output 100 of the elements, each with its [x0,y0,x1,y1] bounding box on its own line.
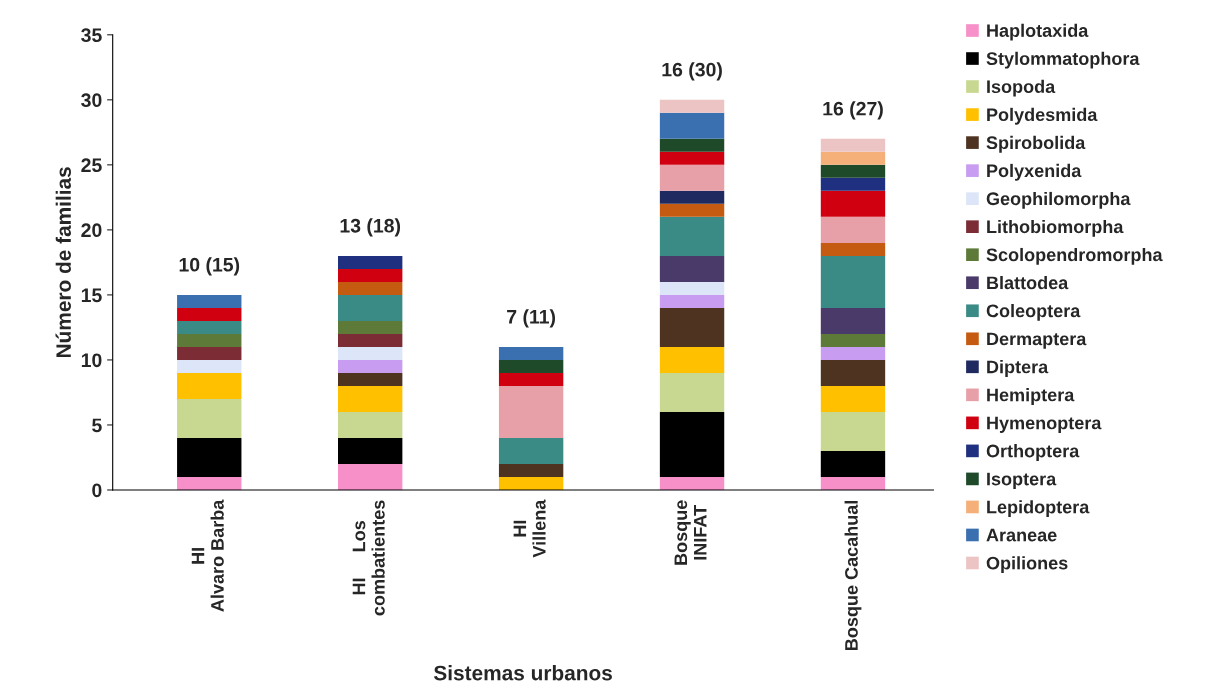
bar [659,372,725,412]
annotation: 10 (15) [179,257,240,276]
legend-label: Isopoda [987,79,1056,97]
bar [820,333,886,347]
bar [820,138,886,152]
annotation: 13 (18) [340,218,401,237]
legend-label: Scolopendromorpha [986,247,1163,265]
bar [659,190,725,204]
bar [659,281,725,295]
bar [659,255,725,282]
bar [820,411,886,451]
legend-label: Orthoptera [986,444,1080,461]
annotation: 16 (30) [662,62,722,81]
bar [338,281,403,295]
legend-label: Geophilomorpha [986,191,1131,209]
x-tick-label: HI Alvaro Barba [191,499,224,612]
bar [498,346,564,360]
bar [498,476,564,490]
bar [659,476,725,490]
bar [820,190,886,217]
legend-label: Dermaptera [987,332,1087,349]
legend-label: Polydesmida [987,107,1098,125]
bar [338,437,403,464]
bar [177,346,242,360]
bar [659,112,725,139]
bar [338,333,403,347]
bar [338,359,403,373]
bar [338,463,403,490]
x-axis-title: Sistemas urbanos [433,665,612,681]
legend-label: Coleoptera [986,304,1081,321]
bar [338,385,403,412]
bar [659,203,725,217]
legend-label: Araneae [986,528,1057,542]
legend-label: Spirobolida [986,135,1086,153]
bar [177,437,242,477]
bar [177,398,242,438]
legend-label: Haplotaxida [987,23,1089,41]
legend-label: Lepidoptera [987,500,1090,518]
bar [659,346,725,373]
bar [820,359,886,386]
bar [820,307,886,334]
bar [659,411,725,477]
bar [498,437,564,464]
bar [820,177,886,191]
x-tick-label: Bosque INIFAT [674,500,707,565]
bar [659,151,725,165]
x-tick-label: Bosque Cacahual [844,500,862,650]
bar [820,255,886,308]
y-tick-label: 20 [81,223,102,238]
bar [338,268,403,282]
bar [338,255,403,269]
bar [177,307,242,321]
x-tick-label: HI Villena [513,499,546,558]
bar [177,333,242,347]
bar [659,307,725,347]
legend-label: Lithobiomorpha [987,219,1124,237]
y-tick-label: 15 [81,288,102,303]
bar [338,320,403,334]
bar [820,164,886,178]
bar [338,294,403,321]
bar [498,372,564,386]
bar [177,359,242,373]
y-tick-label: 30 [81,93,102,108]
bar [659,99,725,113]
y-tick-label: 5 [92,418,102,433]
y-axis-title: Número de familias [55,167,71,358]
legend-label: Hymenoptera [987,416,1102,433]
legend-label: Polyxenida [987,163,1082,181]
bar [498,359,564,373]
legend-label: Diptera [987,360,1049,377]
legend-label: Blattodea [987,275,1069,290]
bar [820,385,886,412]
bar [338,372,403,386]
bar [659,216,725,256]
bar [659,294,725,308]
legend-label: Isoptera [987,472,1057,489]
x-tick-label: HI Los combatientes [352,500,385,616]
bar [338,346,403,360]
bar [820,216,886,243]
bar [820,346,886,360]
bar [820,151,886,165]
legend-label: Hemiptera [987,388,1075,405]
legend-label: Opiliones [986,556,1068,574]
y-tick-label: 0 [92,483,102,498]
bar [820,450,886,477]
bar [820,476,886,490]
bar [498,385,564,438]
legend-label: Stylommatophora [986,51,1140,69]
y-tick-label: 10 [81,353,102,368]
bar [498,463,564,477]
bar [177,476,242,490]
bar [177,294,242,308]
bar [338,411,403,438]
bar [820,242,886,256]
bar [177,372,242,399]
annotation: 7 (11) [507,309,556,328]
bar [659,164,725,191]
bar [659,138,725,152]
y-tick-label: 35 [81,28,102,43]
bar [177,320,242,334]
